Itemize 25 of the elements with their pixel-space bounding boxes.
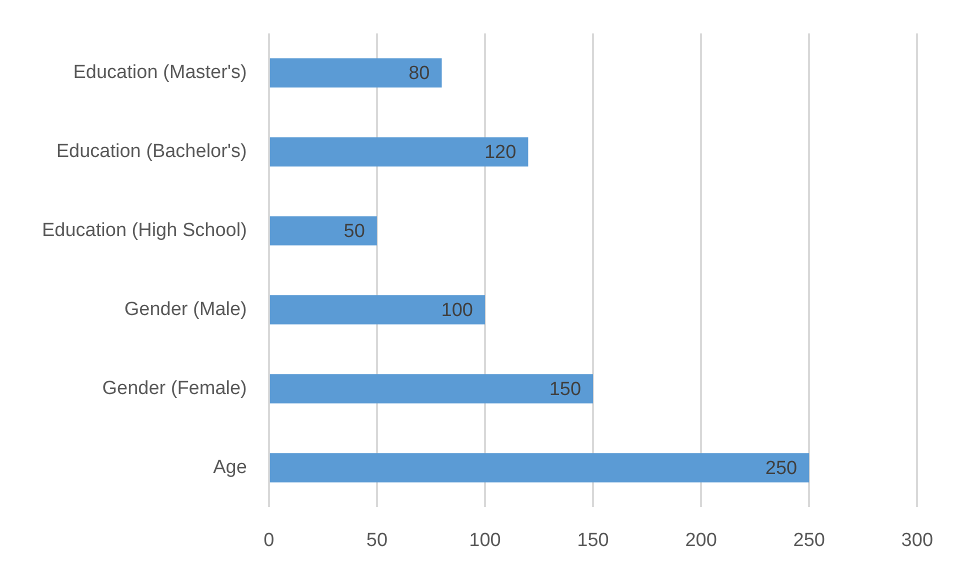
- y-tick-label: Education (Master's): [73, 62, 247, 84]
- data-label: 250: [765, 458, 798, 479]
- bar: [270, 58, 442, 88]
- x-tick-label: 100: [469, 530, 501, 551]
- x-tick-label: 0: [264, 530, 274, 551]
- x-tick-label: 250: [793, 530, 825, 551]
- data-label: 150: [549, 378, 582, 400]
- x-tick-label: 200: [685, 530, 717, 551]
- y-tick-label: Gender (Male): [124, 299, 247, 320]
- bar: [270, 453, 810, 482]
- y-tick-label: Age: [213, 456, 247, 478]
- bar: [270, 374, 594, 404]
- x-tick-label: 150: [577, 530, 609, 551]
- data-label: 100: [441, 300, 473, 322]
- data-label: 50: [344, 221, 365, 242]
- data-label: 120: [484, 142, 516, 164]
- y-tick-label: Gender (Female): [102, 378, 247, 399]
- bar: [270, 216, 377, 246]
- bar: [270, 295, 485, 324]
- x-tick-label: 50: [366, 530, 388, 551]
- y-tick-label: Education (High School): [42, 220, 247, 242]
- data-label: 80: [408, 63, 430, 84]
- bar: [270, 137, 528, 166]
- x-tick-label: 300: [901, 530, 933, 551]
- y-tick-label: Education (Bachelor's): [56, 141, 247, 162]
